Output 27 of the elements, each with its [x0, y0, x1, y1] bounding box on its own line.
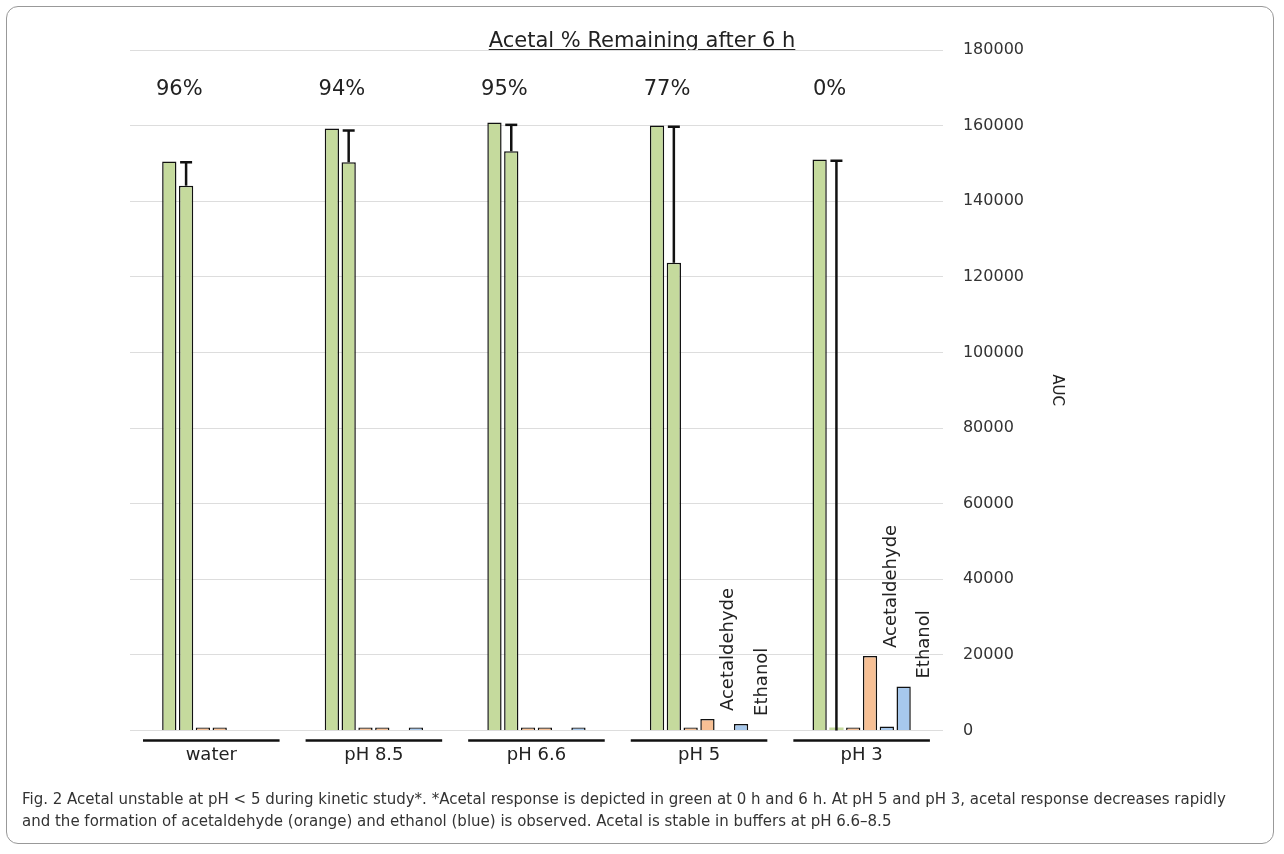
y-tick-label: 80000	[962, 417, 1014, 437]
x-tick-label: pH 8.5	[344, 742, 404, 764]
annotation: 95%	[481, 75, 528, 100]
y-tick-label: 120000	[962, 265, 1024, 285]
y-tick-label: 180000	[962, 39, 1024, 59]
caption: Fig. 2 Acetal unstable at pH < 5 during kinetic study*. *Acetal response is depicted in green at 0 h and 6 h. At pH 5 and pH 3, acetal response decreases rapidly and the formation of acetaldehyde (orange) and ethanol (blue) is observed. Acetal is stable in buffers at pH 6.6–8.5	[22, 789, 1227, 832]
y-tick-label: 20000	[962, 643, 1014, 663]
x-tick-label: water	[185, 742, 238, 764]
x-tick-label: pH 6.6	[506, 742, 567, 764]
y-axis-title: AUC	[1049, 374, 1068, 407]
x-tick-label: pH 3	[840, 742, 883, 764]
y-tick-label: 140000	[962, 190, 1024, 210]
y-tick-label: 0	[962, 719, 974, 739]
annotation: Acetaldehyde	[716, 587, 738, 712]
annotation: Acetaldehyde	[878, 524, 900, 648]
y-tick-label: 60000	[962, 492, 1014, 512]
annotation: Ethanol	[912, 610, 934, 679]
annotation: 96%	[155, 75, 203, 100]
x-tick-label: pH 5	[677, 742, 721, 764]
y-tick-label: 100000	[962, 341, 1024, 361]
annotation: 94%	[318, 75, 366, 100]
y-tick-label: 40000	[962, 568, 1014, 588]
annotation: 0%	[812, 75, 847, 100]
annotation: Ethanol	[749, 647, 771, 716]
chart-title: Acetal % Remaining after 6 h	[488, 28, 796, 52]
annotation: 77%	[643, 75, 691, 100]
y-tick-label: 160000	[962, 114, 1024, 134]
